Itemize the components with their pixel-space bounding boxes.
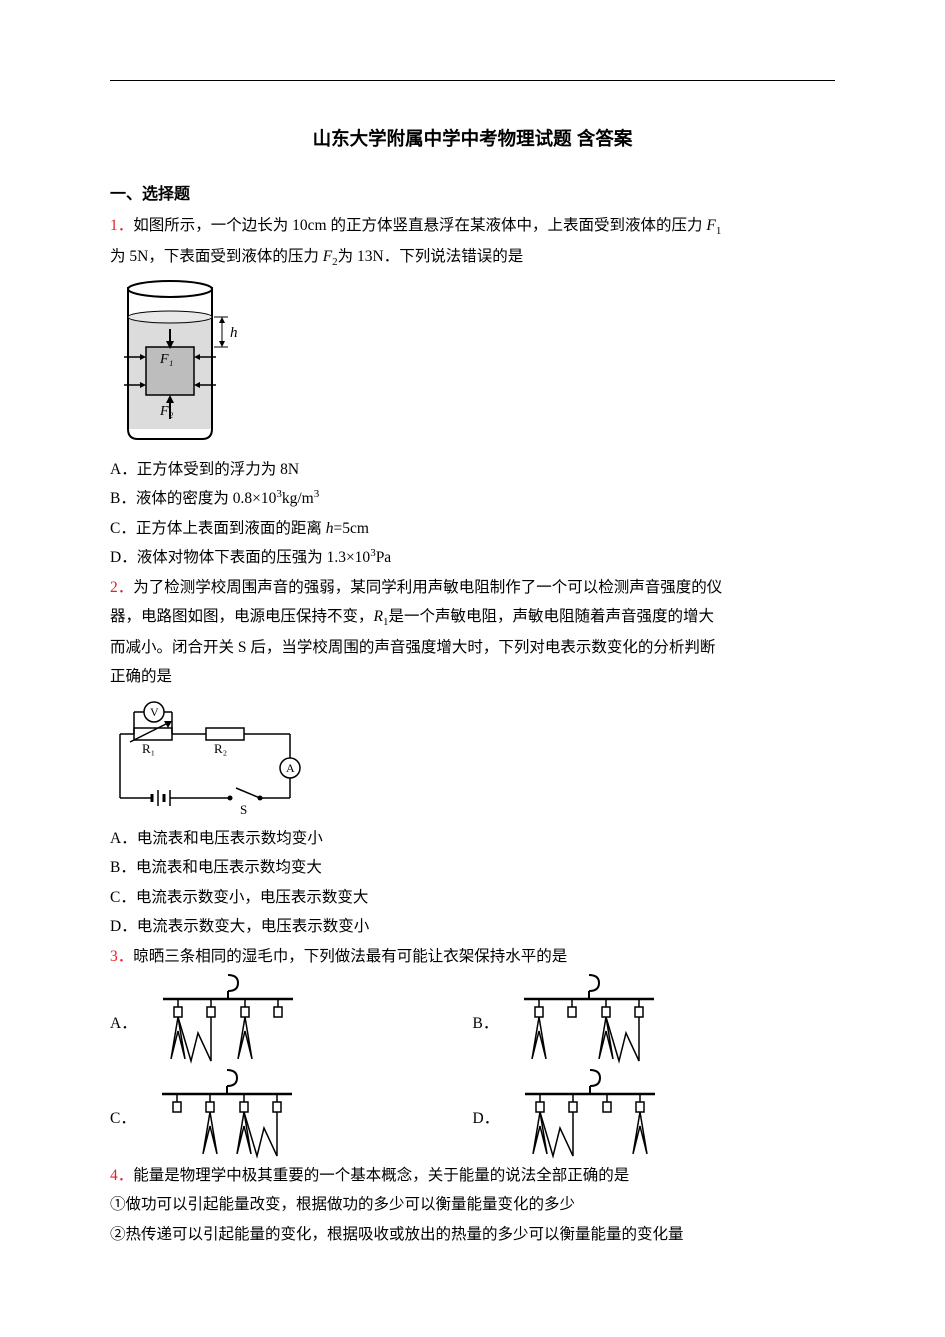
- q2-line1: 2．为了检测学校周围声音的强弱，某同学利用声敏电阻制作了一个可以检测声音强度的仪: [110, 573, 835, 602]
- q3-optB: B．: [473, 971, 836, 1066]
- hanger-B: [504, 971, 674, 1066]
- q1-line1-text: 如图所示，一个边长为 10cm 的正方体竖直悬浮在某液体中，上表面受到液体的压力: [133, 217, 706, 234]
- q1-optB-sup2: 3: [314, 488, 320, 500]
- q4-number: 4．: [110, 1167, 133, 1184]
- A-label: A: [286, 761, 295, 775]
- page: 山东大学附属中学中考物理试题 含答案 一、选择题 1．如图所示，一个边长为 10…: [0, 0, 945, 1309]
- q2-number: 2．: [110, 579, 133, 596]
- hanger-C: [142, 1066, 312, 1161]
- q2-line3: 而减小。闭合开关 S 后，当学校周围的声音强度增大时，下列对电表示数变化的分析判…: [110, 633, 835, 662]
- q1-line2-b: 为 13N．下列说法错误的是: [338, 248, 524, 265]
- q1-F2-sym: F: [323, 248, 332, 265]
- q2-line1-text: 为了检测学校周围声音的强弱，某同学利用声敏电阻制作了一个可以检测声音强度的仪: [133, 579, 722, 596]
- S-label: S: [240, 802, 247, 817]
- q1-optB-a: B．液体的密度为 0.8×10: [110, 490, 276, 507]
- q3-row1: A． B．: [110, 971, 835, 1066]
- q3-optC-label: C．: [110, 1104, 136, 1133]
- h-label: h: [230, 325, 238, 341]
- q2-optB: B．电流表和电压表示数均变大: [110, 853, 835, 882]
- R1-label: R₁: [142, 741, 155, 756]
- q4-body: 能量是物理学中极其重要的一个基本概念，关于能量的说法全部正确的是: [133, 1167, 629, 1184]
- q2-line2-b: 是一个声敏电阻，声敏电阻随着声音强度的增大: [388, 608, 714, 625]
- circuit-diagram: R₁ R₂ V A S: [110, 698, 320, 818]
- q3-body: 晾晒三条相同的湿毛巾，下列做法最有可能让衣架保持水平的是: [133, 948, 567, 965]
- hanger-D: [505, 1066, 675, 1161]
- q1-line2-a: 为 5N，下表面受到液体的压力: [110, 248, 323, 265]
- q4-p2: ②热传递可以引起能量的变化，根据吸收或放出的热量的多少可以衡量能量的变化量: [110, 1220, 835, 1249]
- q2-optD: D．电流表示数变大，电压表示数变小: [110, 912, 835, 941]
- q3-row2: C． D．: [110, 1066, 835, 1161]
- hanger-A: [143, 971, 313, 1066]
- document-title: 山东大学附属中学中考物理试题 含答案: [110, 121, 835, 156]
- q2-optC: C．电流表示数变小，电压表示数变大: [110, 883, 835, 912]
- q3-optA-label: A．: [110, 1009, 137, 1038]
- q3-number: 3．: [110, 948, 133, 965]
- q1-line1: 1．如图所示，一个边长为 10cm 的正方体竖直悬浮在某液体中，上表面受到液体的…: [110, 211, 835, 242]
- q1-number: 1．: [110, 217, 133, 234]
- q3-optC: C．: [110, 1066, 473, 1161]
- F2-label: F₂: [159, 404, 174, 419]
- q1-F1-sym: F: [706, 217, 715, 234]
- q1-optC-a: C．正方体上表面到液面的距离: [110, 520, 326, 537]
- q2-optA: A．电流表和电压表示数均变小: [110, 824, 835, 853]
- top-rule: [110, 80, 835, 81]
- q3-text: 3．晾晒三条相同的湿毛巾，下列做法最有可能让衣架保持水平的是: [110, 942, 835, 971]
- section-heading-1: 一、选择题: [110, 180, 835, 210]
- q1-optA: A．正方体受到的浮力为 8N: [110, 455, 835, 484]
- V-label: V: [150, 705, 159, 719]
- q1-optB-tail: kg/m: [282, 490, 314, 507]
- beaker-diagram: h F₁ F₂: [110, 279, 245, 449]
- q2-line4: 正确的是: [110, 662, 835, 691]
- q3-optD: D．: [473, 1066, 836, 1161]
- q1-figure: h F₁ F₂: [110, 279, 835, 449]
- q2-figure: R₁ R₂ V A S: [110, 698, 835, 818]
- q1-line2: 为 5N，下表面受到液体的压力 F2为 13N．下列说法错误的是: [110, 242, 835, 273]
- F1-label: F₁: [159, 352, 173, 367]
- q1-optC: C．正方体上表面到液面的距离 h=5cm: [110, 514, 835, 543]
- q1-optD-tail: Pa: [376, 549, 392, 566]
- q1-optD: D．液体对物体下表面的压强为 1.3×103Pa: [110, 543, 835, 573]
- q2-R1-sym: R: [374, 608, 383, 625]
- q4-text: 4．能量是物理学中极其重要的一个基本概念，关于能量的说法全部正确的是: [110, 1161, 835, 1190]
- R2-label: R₂: [214, 741, 227, 756]
- q1-optD-a: D．液体对物体下表面的压强为 1.3×10: [110, 549, 370, 566]
- q1-optC-b: =5cm: [333, 520, 368, 537]
- q1-F1-sub: 1: [716, 225, 722, 237]
- q3-optD-label: D．: [473, 1104, 500, 1133]
- q1-optB: B．液体的密度为 0.8×103kg/m3: [110, 484, 835, 514]
- q2-line2-a: 器，电路图如图，电源电压保持不变，: [110, 608, 374, 625]
- q3-optB-label: B．: [473, 1009, 499, 1038]
- q3-optA: A．: [110, 971, 473, 1066]
- q4-p1: ①做功可以引起能量改变，根据做功的多少可以衡量能量变化的多少: [110, 1190, 835, 1219]
- q2-line2: 器，电路图如图，电源电压保持不变，R1是一个声敏电阻，声敏电阻随着声音强度的增大: [110, 602, 835, 633]
